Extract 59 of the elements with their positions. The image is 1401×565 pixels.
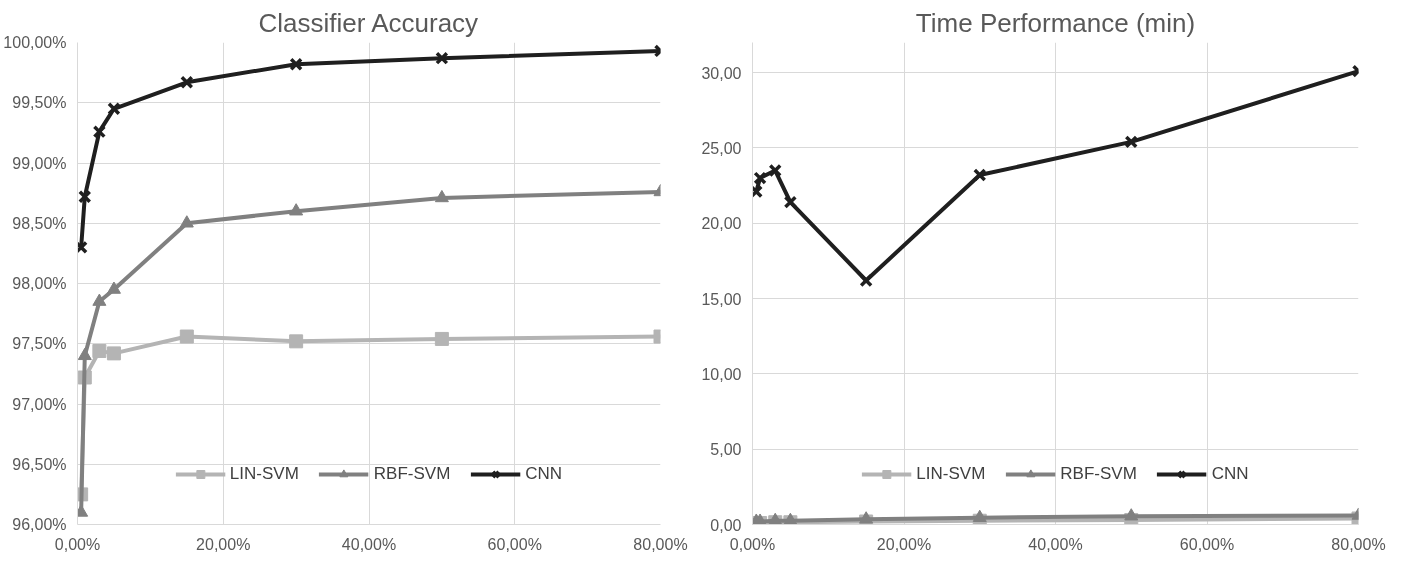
y-tick-label: 98,50% [12, 214, 67, 232]
point [289, 203, 304, 216]
point [289, 57, 303, 71]
x-tick-label: 20,00% [196, 535, 251, 553]
y-tick-label: 96,00% [12, 516, 67, 533]
x-tick-label: 60,00% [1179, 535, 1235, 553]
point [973, 168, 987, 182]
point [859, 273, 873, 288]
x-tick-label: 0,00% [729, 535, 776, 553]
point [768, 163, 782, 178]
y-tick-label: 98,00% [12, 275, 67, 292]
point [179, 215, 194, 228]
point [92, 343, 107, 358]
point [1124, 508, 1139, 521]
point [434, 189, 449, 203]
point [1124, 135, 1138, 149]
x-tick-label: 0,00% [54, 535, 101, 553]
y-tick-label: 20,00 [701, 215, 742, 233]
y-tick-label: 0,00 [710, 516, 742, 534]
point [434, 331, 449, 346]
y-tick-label: 97,00% [12, 395, 67, 413]
point [289, 334, 304, 349]
y-tick-label: 15,00 [701, 290, 742, 308]
y-tick-label: 30,00 [701, 64, 742, 82]
legend-label: CNN [525, 464, 563, 484]
chart-title: Time Performance (min) [915, 7, 1196, 38]
x-tick-label: 40,00% [341, 535, 397, 553]
legend-label: RBF-SVM [1060, 464, 1137, 484]
point [180, 75, 194, 89]
x-tick-label: 60,00% [487, 535, 542, 553]
point [972, 509, 987, 522]
legend-label: LIN-SVM [229, 464, 299, 484]
point [783, 195, 798, 209]
y-tick-label: 96,50% [12, 455, 67, 473]
point [92, 293, 107, 306]
point [106, 346, 121, 361]
y-tick-label: 99,00% [12, 154, 67, 172]
point [107, 102, 121, 116]
point [78, 190, 92, 204]
point [77, 347, 92, 361]
y-tick-label: 5,00 [710, 441, 742, 459]
point [92, 124, 107, 139]
y-tick-label: 100,00% [3, 34, 67, 51]
point [179, 329, 194, 344]
legend-label: CNN [1211, 464, 1249, 484]
chart-title: Classifier Accuracy [258, 7, 479, 38]
y-tick-label: 10,00 [701, 365, 742, 383]
y-tick-label: 99,50% [12, 94, 67, 112]
x-tick-label: 40,00% [1028, 535, 1083, 553]
point [106, 281, 121, 294]
y-tick-label: 25,00 [701, 139, 742, 157]
x-tick-label: 20,00% [876, 535, 932, 553]
x-tick-label: 80,00% [633, 535, 688, 553]
legend-label: LIN-SVM [916, 464, 986, 484]
point [435, 51, 449, 65]
point [753, 171, 767, 185]
legend-label: RBF-SVM [373, 464, 451, 484]
x-tick-label: 80,00% [1331, 535, 1386, 553]
y-tick-label: 97,50% [12, 335, 67, 353]
